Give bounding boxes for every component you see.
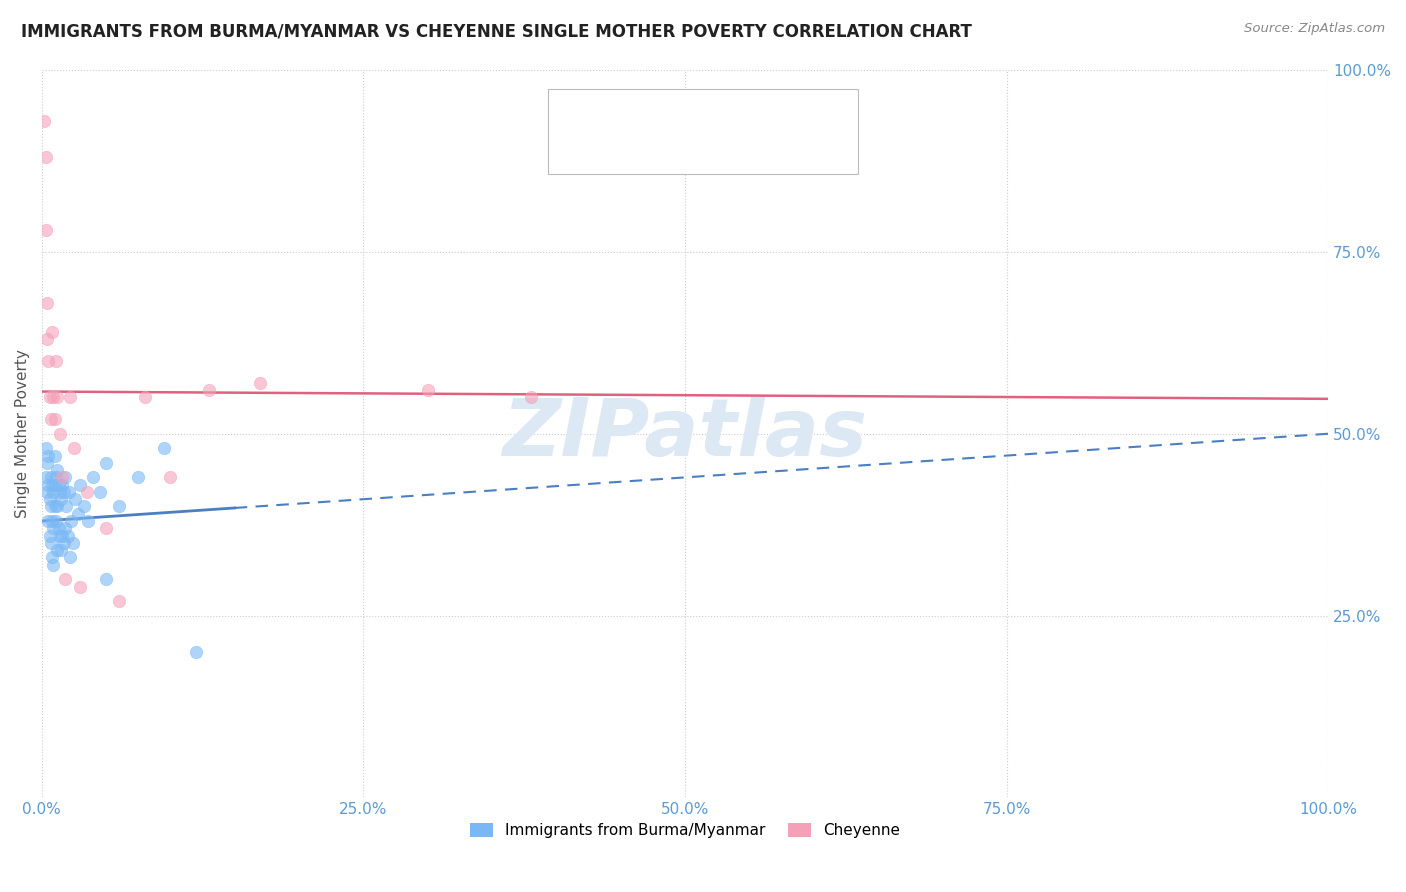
Text: R =  0.034   N = 57: R = 0.034 N = 57 [616, 108, 792, 126]
Point [38, 528, 60, 542]
Point [48, 521, 70, 535]
Point [35, 295, 58, 310]
Point [52, 485, 75, 500]
Point [39, 536, 62, 550]
Bar [569, 106, 605, 128]
Point [45, 470, 67, 484]
Point [42, 485, 65, 500]
Y-axis label: Single Mother Poverty: Single Mother Poverty [15, 350, 30, 518]
Point [41, 325, 63, 339]
Point [42, 558, 65, 572]
Point [186, 645, 208, 659]
Point [49, 528, 72, 542]
Point [44, 500, 66, 514]
Point [198, 383, 221, 397]
Point [42, 390, 65, 404]
Point [51, 470, 73, 484]
Point [37, 449, 59, 463]
Point [41, 514, 63, 528]
Point [69, 477, 91, 491]
Point [45, 514, 67, 528]
Point [41, 550, 63, 565]
Point [65, 492, 87, 507]
Bar [569, 136, 605, 157]
Point [62, 536, 84, 550]
Point [134, 390, 156, 404]
Point [49, 426, 72, 441]
Point [44, 449, 66, 463]
Point [59, 550, 82, 565]
Point [44, 412, 66, 426]
Point [49, 492, 72, 507]
Point [416, 383, 439, 397]
Text: R = -0.017   N = 28: R = -0.017 N = 28 [616, 137, 793, 155]
Point [63, 442, 86, 456]
Point [38, 390, 60, 404]
Point [53, 470, 76, 484]
Point [58, 485, 80, 500]
Text: IMMIGRANTS FROM BURMA/MYANMAR VS CHEYENNE SINGLE MOTHER POVERTY CORRELATION CHAR: IMMIGRANTS FROM BURMA/MYANMAR VS CHEYENN… [21, 22, 972, 40]
Point [76, 485, 98, 500]
Point [519, 390, 541, 404]
Point [69, 580, 91, 594]
Point [42, 521, 65, 535]
Point [34, 442, 56, 456]
Point [38, 492, 60, 507]
Point [108, 594, 131, 608]
Point [89, 485, 111, 500]
Point [41, 477, 63, 491]
Point [159, 470, 181, 484]
Point [127, 470, 149, 484]
Point [53, 572, 76, 586]
Point [46, 463, 69, 477]
Point [44, 477, 66, 491]
Point [56, 528, 79, 542]
Point [52, 536, 75, 550]
Point [49, 485, 72, 500]
Point [35, 332, 58, 346]
Point [48, 477, 70, 491]
Point [249, 376, 271, 390]
Point [37, 354, 59, 368]
Point [51, 477, 73, 491]
Legend: Immigrants from Burma/Myanmar, Cheyenne: Immigrants from Burma/Myanmar, Cheyenne [464, 817, 907, 845]
Point [34, 223, 56, 237]
Point [34, 150, 56, 164]
Point [46, 390, 69, 404]
Point [94, 521, 117, 535]
Point [66, 507, 89, 521]
Point [77, 514, 100, 528]
Text: Source: ZipAtlas.com: Source: ZipAtlas.com [1244, 22, 1385, 36]
Point [45, 354, 67, 368]
Point [35, 456, 58, 470]
Point [108, 500, 131, 514]
Point [35, 485, 58, 500]
Point [51, 528, 73, 542]
Point [82, 470, 104, 484]
Point [39, 412, 62, 426]
Point [94, 572, 117, 586]
Point [153, 442, 176, 456]
Point [49, 543, 72, 558]
Point [59, 390, 82, 404]
Point [37, 514, 59, 528]
Point [46, 500, 69, 514]
Point [55, 500, 77, 514]
Point [73, 500, 96, 514]
Point [39, 470, 62, 484]
Point [60, 514, 83, 528]
Point [34, 114, 56, 128]
Point [37, 477, 59, 491]
Point [39, 500, 62, 514]
Point [34, 470, 56, 484]
Point [94, 456, 117, 470]
Point [46, 543, 69, 558]
Text: ZIPatlas: ZIPatlas [502, 395, 868, 473]
Point [53, 521, 76, 535]
